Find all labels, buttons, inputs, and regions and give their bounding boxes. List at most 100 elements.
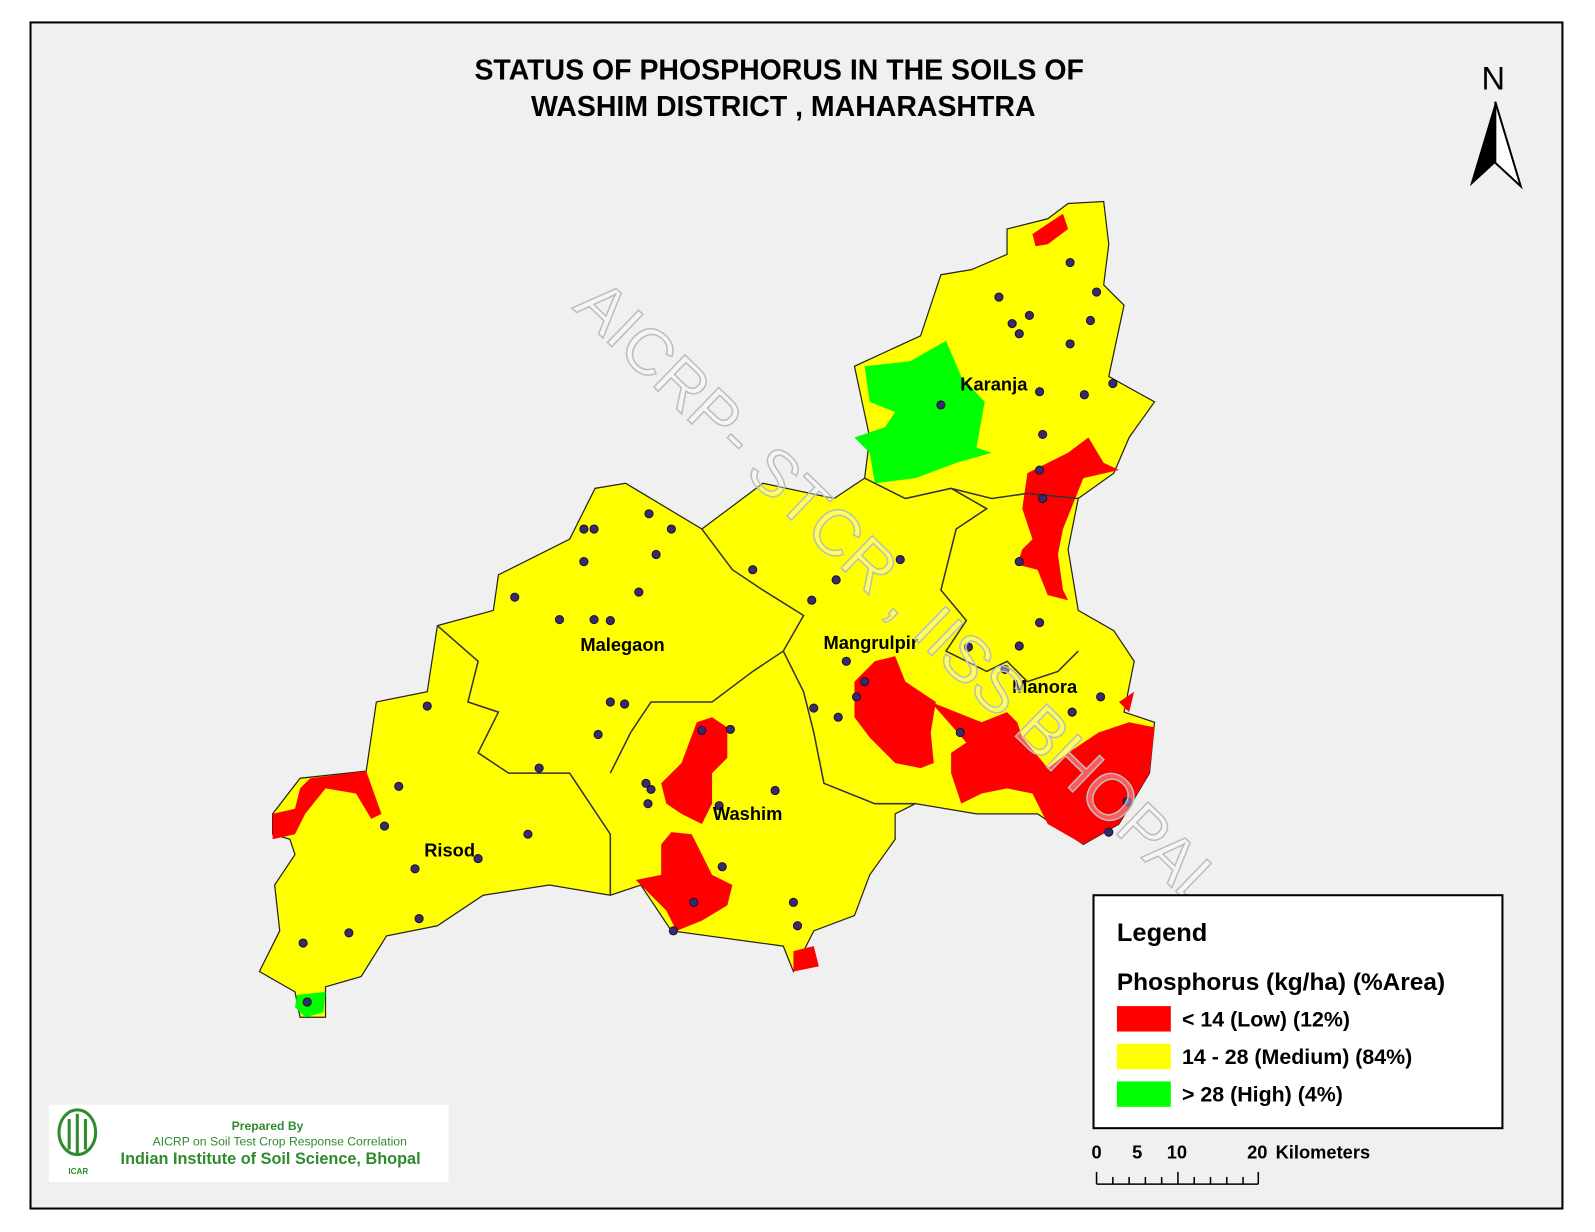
- legend-label: < 14 (Low) (12%): [1182, 1007, 1350, 1031]
- sample-point: [725, 724, 735, 734]
- sample-point: [770, 785, 780, 796]
- sample-point: [414, 914, 424, 924]
- sample-point: [1007, 318, 1017, 329]
- credits-line: Prepared By: [232, 1119, 304, 1133]
- district-label: Mangrulpir: [823, 632, 918, 653]
- legend-items: < 14 (Low) (12%) 14 - 28 (Medium) (84%) > …: [1116, 1006, 1412, 1107]
- sample-point: [666, 524, 676, 534]
- scale-label: 10: [1167, 1142, 1187, 1163]
- credits-line: AICRP on Soil Test Crop Response Correla…: [153, 1134, 407, 1148]
- sample-point: [422, 701, 432, 711]
- logo-text: ICAR: [68, 1167, 88, 1176]
- sample-point: [579, 524, 589, 534]
- boundary: [436, 625, 612, 896]
- scale-ticks: [1095, 1171, 1260, 1185]
- sample-point: [963, 642, 973, 652]
- sample-point: [1035, 387, 1045, 397]
- legend-subtitle: Phosphorus (kg/ha) (%Area): [1117, 969, 1445, 996]
- district-label: Washim: [713, 803, 782, 824]
- sample-point: [1085, 315, 1096, 326]
- sample-point: [1091, 287, 1102, 297]
- district-label: Karanja: [960, 374, 1028, 395]
- legend-swatch: [1116, 1006, 1171, 1032]
- sample-point: [860, 677, 870, 687]
- district-label: Risod: [424, 840, 475, 861]
- logo-wheat: [67, 1113, 87, 1155]
- credits-box: [48, 1104, 449, 1183]
- sample-point: [534, 763, 544, 773]
- sample-point: [1035, 465, 1045, 475]
- scale-labels: 0 5 10 20: [1091, 1142, 1267, 1163]
- sample-point: [1104, 827, 1114, 837]
- sample-point: [1014, 641, 1024, 651]
- sample-point: [1065, 257, 1075, 268]
- sample-point: [1014, 329, 1024, 339]
- low-zone: [1032, 213, 1069, 247]
- low-zone: [635, 832, 733, 931]
- sample-point: [697, 725, 707, 736]
- sample-point: [936, 400, 946, 410]
- sample-point: [1038, 493, 1048, 504]
- sample-point: [1122, 797, 1132, 807]
- district-label: Manora: [1012, 676, 1078, 697]
- sample-point: [833, 712, 843, 722]
- sample-point: [589, 614, 599, 625]
- sample-point: [668, 926, 678, 936]
- sample-point: [379, 821, 390, 831]
- sample-point: [1108, 378, 1118, 389]
- sample-point: [689, 897, 699, 907]
- sample-point: [841, 656, 851, 666]
- district-label: Malegaon: [580, 634, 664, 655]
- scale-label: 5: [1132, 1142, 1142, 1163]
- title-line: STATUS OF PHOSPHORUS IN THE SOILS OF: [474, 54, 1083, 86]
- sample-point: [579, 557, 589, 567]
- sample-point: [809, 703, 819, 713]
- logo: ICAR: [57, 1108, 98, 1176]
- sample-point: [717, 862, 727, 872]
- sample-point: [1000, 664, 1010, 674]
- sample-point: [1038, 429, 1048, 440]
- sample-point: [1079, 390, 1089, 400]
- sample-point: [895, 554, 905, 565]
- boundary: [950, 487, 1079, 500]
- low-zone: [930, 701, 1155, 845]
- credits: ICAR Prepared By AICRP on Soil Test Crop…: [48, 1104, 449, 1183]
- sample-point: [344, 928, 354, 938]
- low-zone: [1017, 437, 1119, 601]
- scale-unit: Kilometers: [1276, 1142, 1371, 1163]
- sample-point: [1067, 707, 1077, 717]
- scale-label: 20: [1247, 1142, 1267, 1163]
- sample-point: [473, 854, 483, 864]
- sample-point: [554, 614, 565, 625]
- sample-point: [605, 616, 615, 626]
- sample-point: [394, 781, 404, 791]
- low-zone: [793, 946, 819, 972]
- sample-point: [619, 699, 630, 709]
- sample-point: [510, 592, 520, 602]
- boundary: [782, 650, 916, 805]
- sample-point: [1096, 692, 1106, 702]
- sample-point: [298, 938, 308, 948]
- sample-point: [748, 565, 758, 575]
- district-boundaries: [436, 477, 1079, 896]
- sample-point: [994, 292, 1004, 302]
- title-line: WASHIM DISTRICT , MAHARASHTRA: [531, 91, 1035, 123]
- sample-point: [807, 595, 817, 605]
- legend-label: 14 - 28 (Medium) (84%): [1182, 1045, 1412, 1069]
- sample-point: [523, 829, 533, 839]
- sample-point: [788, 897, 799, 907]
- sample-point: [955, 727, 965, 738]
- legend-swatch: [1116, 1043, 1171, 1070]
- sample-point: [1035, 618, 1045, 628]
- sample-point: [593, 729, 603, 740]
- high-zone: [854, 340, 992, 484]
- sample-point: [605, 697, 615, 707]
- sample-points: [298, 257, 1132, 1007]
- legend-swatch: [1116, 1081, 1171, 1107]
- legend-label: > 28 (High) (4%): [1182, 1083, 1343, 1107]
- credits-line: Indian Institute of Soil Science, Bhopal: [121, 1150, 421, 1168]
- sample-point: [851, 692, 862, 702]
- legend: Legend Phosphorus (kg/ha) (%Area) < 14 (…: [1092, 894, 1504, 1130]
